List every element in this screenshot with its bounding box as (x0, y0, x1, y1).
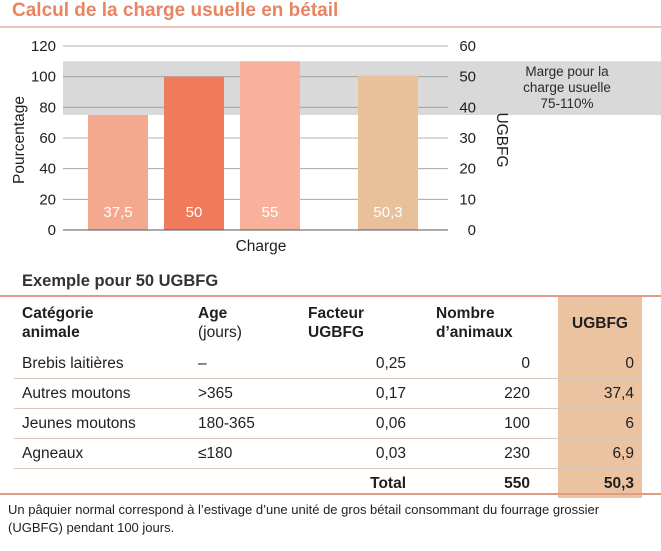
y-tick-right: 0 (468, 222, 476, 239)
bar (164, 76, 224, 230)
bar-label: 55 (262, 204, 279, 221)
bar (358, 75, 418, 230)
cell-count: 0 (420, 349, 558, 379)
table-header-row: Catégorie animale Age (jours) Facteur UGBFG… (14, 297, 642, 349)
page-title: Calcul de la charge usuelle en bétail (12, 0, 339, 21)
y-tick-left: 0 (48, 222, 56, 239)
table-row: Autres moutons >365 0,17 220 37,4 (14, 378, 642, 409)
table-subtitle: Exemple pour 50 UGBFG (22, 272, 219, 290)
bar-label: 37,5 (103, 204, 132, 221)
cell-count: 100 (420, 408, 558, 439)
cell-ugbfg: 6,9 (558, 438, 642, 469)
y-tick-left: 20 (39, 191, 56, 208)
cell-ugbfg: 6 (558, 408, 642, 439)
livestock-table: Catégorie animale Age (jours) Facteur UGBFG… (14, 297, 642, 498)
total-label: Total (370, 474, 406, 492)
y-tick-right: 20 (459, 161, 476, 178)
y-tick-right: 60 (459, 38, 476, 55)
cell-factor: 0,25 (292, 349, 420, 379)
cell-count: 230 (420, 438, 558, 469)
band-annotation: 75-110% (540, 96, 593, 111)
title-divider (0, 26, 661, 28)
cell-factor: 0,17 (292, 378, 420, 409)
bar (88, 115, 148, 230)
total-count: 550 (504, 474, 530, 492)
cell-category: Autres moutons (14, 378, 198, 409)
cell-category: Brebis laitières (14, 349, 198, 379)
cell-category: Agneaux (14, 438, 198, 469)
table-row: Brebis laitières – 0,25 0 0 (14, 349, 642, 379)
cell-ugbfg: 37,4 (558, 378, 642, 409)
cell-factor: 0,03 (292, 438, 420, 469)
y-tick-left: 120 (31, 38, 56, 55)
cell-category: Jeunes moutons (14, 408, 198, 439)
stocking-chart: 37,5 50 55 50,3 0 20 40 60 80 100 120 0 10 20 30 40 50 60… (11, 38, 661, 255)
y-tick-left: 60 (39, 130, 56, 147)
y-tick-right: 50 (459, 69, 476, 86)
y-tick-right: 30 (459, 130, 476, 147)
cell-age: 180-365 (198, 408, 292, 439)
y-tick-right: 10 (459, 191, 476, 208)
footnote: Un pâquier normal correspond à l’estivag… (8, 502, 600, 535)
cell-age: ≤180 (198, 438, 292, 469)
header-ugbfg: UGBFG (558, 297, 642, 349)
table-top-divider (0, 295, 661, 297)
y-axis-label-right: UGBFG (493, 112, 510, 167)
y-tick-right: 40 (459, 99, 476, 116)
bar (240, 61, 300, 230)
y-tick-left: 100 (31, 69, 56, 86)
table-row: Agneaux ≤180 0,03 230 6,9 (14, 438, 642, 469)
y-tick-left: 80 (39, 99, 56, 116)
cell-count: 220 (420, 378, 558, 409)
band-annotation: charge usuelle (523, 80, 611, 95)
band-annotation: Marge pour la (525, 64, 609, 79)
cell-factor: 0,06 (292, 408, 420, 439)
cell-age: – (198, 349, 292, 379)
y-axis-label-left: Pourcentage (11, 96, 28, 184)
cell-age: >365 (198, 378, 292, 409)
header-count: Nombre d’animaux (436, 305, 513, 341)
header-age: Age (jours) (198, 305, 242, 341)
table-bottom-divider (0, 493, 661, 495)
y-tick-left: 40 (39, 161, 56, 178)
bar-label: 50 (186, 204, 203, 221)
header-category: Catégorie animale (22, 305, 94, 341)
bar-label: 50,3 (373, 204, 402, 221)
header-factor: Facteur UGBFG (308, 305, 364, 341)
table-row: Jeunes moutons 180-365 0,06 100 6 (14, 408, 642, 439)
x-axis-label: Charge (236, 238, 287, 255)
cell-ugbfg: 0 (558, 349, 642, 379)
